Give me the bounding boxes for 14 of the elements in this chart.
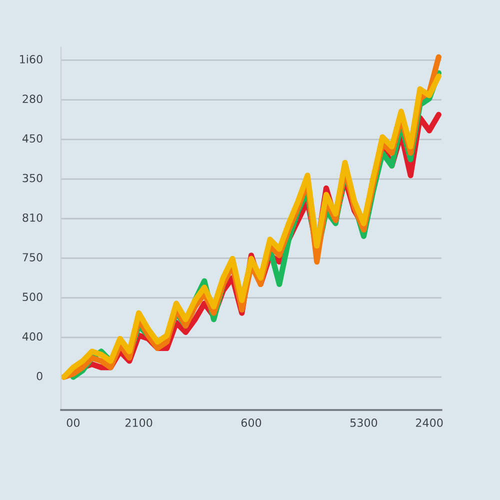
text: 400 (22, 332, 42, 341)
x-tick-label: 2100 (125, 418, 152, 427)
x-tick-label: 00 (66, 418, 80, 427)
x-tick-label: 5300 (350, 418, 378, 427)
text: 280 (22, 94, 42, 104)
text: 450 (22, 134, 42, 143)
text: 750 (22, 253, 42, 262)
text: 810 (22, 213, 42, 222)
text: 0 (36, 372, 42, 380)
text: 500 (22, 292, 42, 302)
x-tick-label: 2400 (416, 418, 443, 427)
x-tick-label: 600 (241, 418, 262, 427)
text: 350 (22, 174, 42, 182)
text: 1i60 (20, 54, 42, 64)
